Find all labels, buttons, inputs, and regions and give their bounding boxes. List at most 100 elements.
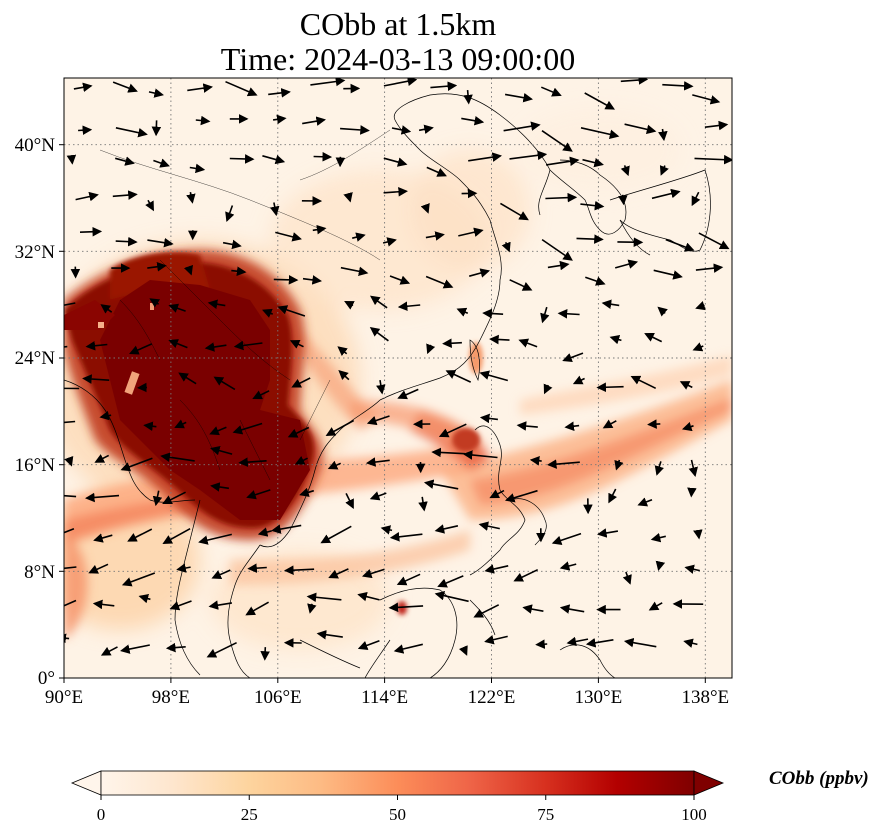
wind-vector — [268, 88, 291, 98]
wind-vector — [211, 569, 231, 579]
lon-tick-label: 122°E — [468, 687, 516, 708]
wind-vector — [233, 340, 263, 351]
wind-vector — [143, 421, 157, 432]
wind-vector — [229, 154, 255, 164]
wind-vector — [147, 262, 167, 272]
colorbar-tick-label: 25 — [241, 805, 258, 824]
wind-vector — [547, 459, 580, 469]
wind-vector — [64, 494, 77, 498]
wind-vector — [121, 572, 156, 587]
wind-vector — [232, 422, 263, 435]
wind-vector — [64, 566, 77, 570]
wind-vector — [688, 459, 698, 477]
wind-vector — [437, 575, 464, 588]
wind-vector — [307, 603, 317, 614]
wind-vector — [389, 275, 411, 285]
wind-vector — [614, 259, 639, 269]
wind-vector — [115, 236, 138, 247]
wind-vector — [423, 479, 459, 490]
lat-tick-label: 16°N — [15, 455, 56, 476]
wind-vector — [129, 343, 153, 355]
wind-vector — [623, 637, 657, 648]
wind-vector — [541, 130, 573, 152]
wind-vector — [138, 593, 151, 604]
wind-vector — [115, 127, 148, 138]
wind-vector — [484, 635, 508, 645]
wind-vector — [473, 604, 500, 618]
wind-vector — [222, 239, 242, 250]
colorbar-tick-label: 50 — [389, 805, 406, 824]
wind-vector — [478, 521, 500, 531]
wind-vector — [225, 80, 258, 97]
map-title-time: Time: 2024-03-13 09:00:00 — [220, 41, 576, 77]
wind-vector — [545, 192, 578, 203]
wind-vector — [64, 633, 70, 644]
wind-vector — [94, 454, 110, 463]
wind-vector — [112, 81, 138, 93]
wind-vector — [316, 629, 343, 640]
wind-vector — [535, 639, 548, 649]
wind-vector — [75, 191, 99, 202]
wind-vector — [357, 640, 380, 651]
wind-vector — [518, 338, 538, 348]
lat-tick-label: 8°N — [24, 562, 55, 583]
wind-vector — [388, 602, 424, 613]
wind-vector — [277, 305, 306, 317]
axis-ticks — [59, 144, 706, 683]
wind-vector — [189, 163, 206, 174]
wind-vector — [145, 199, 154, 212]
wind-vector — [112, 190, 138, 200]
wind-vector — [425, 275, 454, 289]
wind-vector — [456, 307, 469, 317]
wind-vector — [210, 482, 230, 492]
wind-vector — [64, 420, 76, 424]
wind-vector — [149, 298, 161, 308]
wind-vector — [247, 563, 267, 573]
wind-vector — [484, 564, 509, 574]
wind-vector — [557, 308, 580, 319]
wind-vector — [160, 452, 195, 463]
wind-vector — [564, 421, 580, 431]
wind-vector — [271, 524, 302, 534]
wind-vector — [602, 419, 617, 429]
colorbar-bar — [100, 770, 695, 796]
lon-tick-label: 130°E — [575, 687, 623, 708]
wind-vector — [609, 335, 622, 345]
map-frame — [63, 77, 733, 679]
wind-vector — [695, 301, 706, 311]
wind-vector — [647, 419, 661, 429]
wind-vector — [238, 457, 267, 467]
wind-vector — [291, 377, 311, 388]
wind-vector — [114, 156, 135, 166]
wind-vector — [269, 202, 280, 217]
wind-vector — [210, 445, 233, 456]
wind-vector — [681, 421, 694, 432]
wind-vector — [516, 421, 538, 431]
wind-vector — [82, 374, 110, 384]
wind-vector — [320, 525, 352, 544]
wind-vector — [654, 461, 664, 476]
wind-vector — [584, 92, 616, 110]
wind-vector — [648, 601, 663, 611]
lon-tick-label: 138°E — [681, 687, 729, 708]
wind-vector — [207, 299, 226, 309]
wind-vector — [430, 81, 458, 91]
borders — [99, 129, 391, 481]
wind-vector — [344, 300, 355, 310]
wind-vector — [127, 528, 153, 542]
wind-vector — [489, 334, 510, 345]
colorbar-label: CObb (ppbv) — [769, 768, 869, 789]
wind-vector — [580, 127, 620, 140]
wind-vector — [540, 86, 562, 97]
wind-vector — [529, 456, 542, 466]
wind-vector — [624, 123, 657, 135]
wind-vector — [147, 237, 174, 248]
lon-tick-label: 106°E — [254, 687, 302, 708]
wind-vector — [382, 237, 397, 247]
wind-vector — [152, 490, 163, 507]
wind-vector — [209, 426, 227, 436]
wind-vector — [340, 266, 369, 277]
wind-vector — [620, 78, 649, 85]
wind-vector — [462, 450, 498, 460]
